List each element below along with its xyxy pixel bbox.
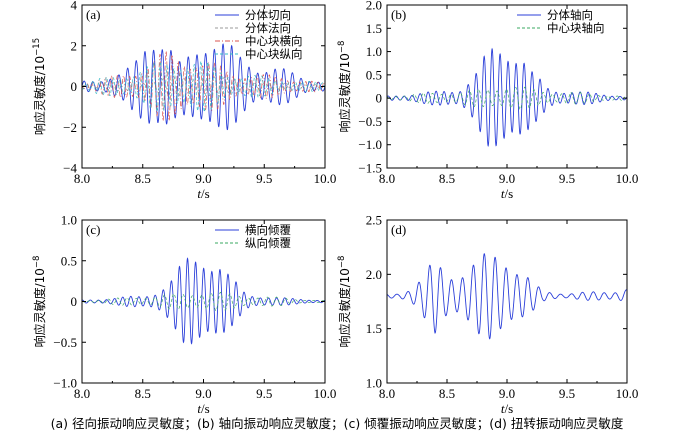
y-tick-label: 2.0 [366,0,382,13]
y-tick-label: 0 [71,294,78,309]
series-line-1 [387,47,627,148]
x-axis-label: t/s [501,186,513,201]
y-tick-label: 0.5 [61,253,77,268]
chart-panel-1: 8.0 8.5 9.0 9.5 10.0 −4 −2 0 2 4 t/s 响应灵敏度/10−15 (a)… [32,0,336,201]
panel-label: (a) [86,7,100,22]
chart-panel-4: 8.0 8.5 9.0 9.5 10.0 1.0 1.5 2.0 2.5 t/s 响应灵敏度/10−… [337,213,638,414]
y-axis-label: 响应灵敏度/10−15 [32,38,47,135]
panel-label: (c) [86,222,100,237]
series-line-2 [82,291,325,311]
legend-entry-1: 横向倾覆 [245,223,291,237]
y-tick-label: 1.0 [61,213,77,228]
legend-entry-2: 中心块轴向 [547,21,605,35]
y-tick-label: 1.0 [366,44,382,59]
y-tick-label: 0 [71,79,78,94]
x-tick-label: 9.0 [195,171,211,186]
panel-label: (d) [391,222,406,237]
y-axis-label: 响应灵敏度/10−8 [337,256,352,348]
panel-label: (b) [391,7,406,22]
y-tick-label: −1.5 [358,161,382,176]
series-line-3 [82,50,325,122]
legend-entry-3: 中心块横向 [245,34,303,48]
chart-panel-3: 8.0 8.5 9.0 9.5 10.0 −1.0 −0.5 0 0.5 1.0 t/s 响应灵敏度/… [32,213,336,414]
legend-entry-4: 中心块纵向 [245,47,303,61]
y-tick-label: 0 [376,91,383,106]
x-tick-label: 9.5 [559,171,575,186]
series-line-4 [82,60,325,113]
y-tick-label: 1.5 [366,321,382,336]
y-tick-label: 1.0 [366,376,382,391]
x-tick-label: 10.0 [616,171,639,186]
y-tick-label: −0.5 [358,114,382,129]
x-axis-label: t/s [501,401,513,413]
x-tick-label: 10.0 [314,171,337,186]
x-tick-label: 8.0 [379,386,395,401]
series-line-1 [387,253,627,340]
y-axis-label: 响应灵敏度/10−8 [337,41,352,133]
x-tick-label: 8.0 [379,171,395,186]
y-tick-label: −4 [63,161,77,176]
x-tick-label: 8.5 [135,171,151,186]
y-tick-label: 0.5 [366,67,382,82]
x-tick-label: 9.0 [499,171,515,186]
y-tick-label: 2.5 [366,213,382,228]
x-tick-label: 9.5 [559,386,575,401]
x-axis-label: t/s [197,401,209,413]
legend-entry-1: 分体切向 [245,8,291,22]
x-tick-label: 9.5 [256,171,272,186]
legend-entry-1: 分体轴向 [547,8,593,22]
y-tick-label: −1.0 [53,376,77,391]
x-tick-label: 8.5 [439,386,455,401]
y-axis-label: 响应灵敏度/10−8 [32,256,47,348]
chart-panel-2: 8.0 8.5 9.0 9.5 10.0 −1.5 −1.0 −0.5 0 0.5 1.0 1.5 2.… [337,0,638,201]
y-tick-label: 4 [71,0,78,13]
x-tick-label: 10.0 [616,386,639,401]
x-tick-label: 8.5 [439,171,455,186]
x-tick-label: 9.5 [256,386,272,401]
y-tick-label: −1.0 [358,137,382,152]
x-tick-label: 8.5 [135,386,151,401]
y-tick-label: −2 [63,120,77,135]
x-tick-label: 8.0 [74,171,90,186]
x-axis-label: t/s [197,186,209,201]
plot-frame [386,219,628,384]
x-tick-label: 10.0 [314,386,337,401]
x-tick-label: 8.0 [74,386,90,401]
legend-entry-2: 分体法向 [245,21,291,35]
legend-entry-2: 纵向倾覆 [245,236,291,250]
figure: 8.0 8.5 9.0 9.5 10.0 −4 −2 0 2 4 t/s 响应灵敏度/10−15 (a)… [32,0,638,414]
y-tick-label: 1.5 [366,21,382,36]
figure-caption: (a) 径向振动响应灵敏度；(b) 轴向振动响应灵敏度；(c) 倾覆振动响应灵敏… [50,416,624,431]
series-line-1 [82,43,325,131]
x-tick-label: 9.0 [499,386,515,401]
series-line-2 [387,86,627,110]
x-tick-label: 9.0 [195,386,211,401]
y-tick-label: 2.0 [366,267,382,282]
y-tick-label: −0.5 [53,335,77,350]
y-tick-label: 2 [71,38,78,53]
series-line-1 [82,257,325,345]
